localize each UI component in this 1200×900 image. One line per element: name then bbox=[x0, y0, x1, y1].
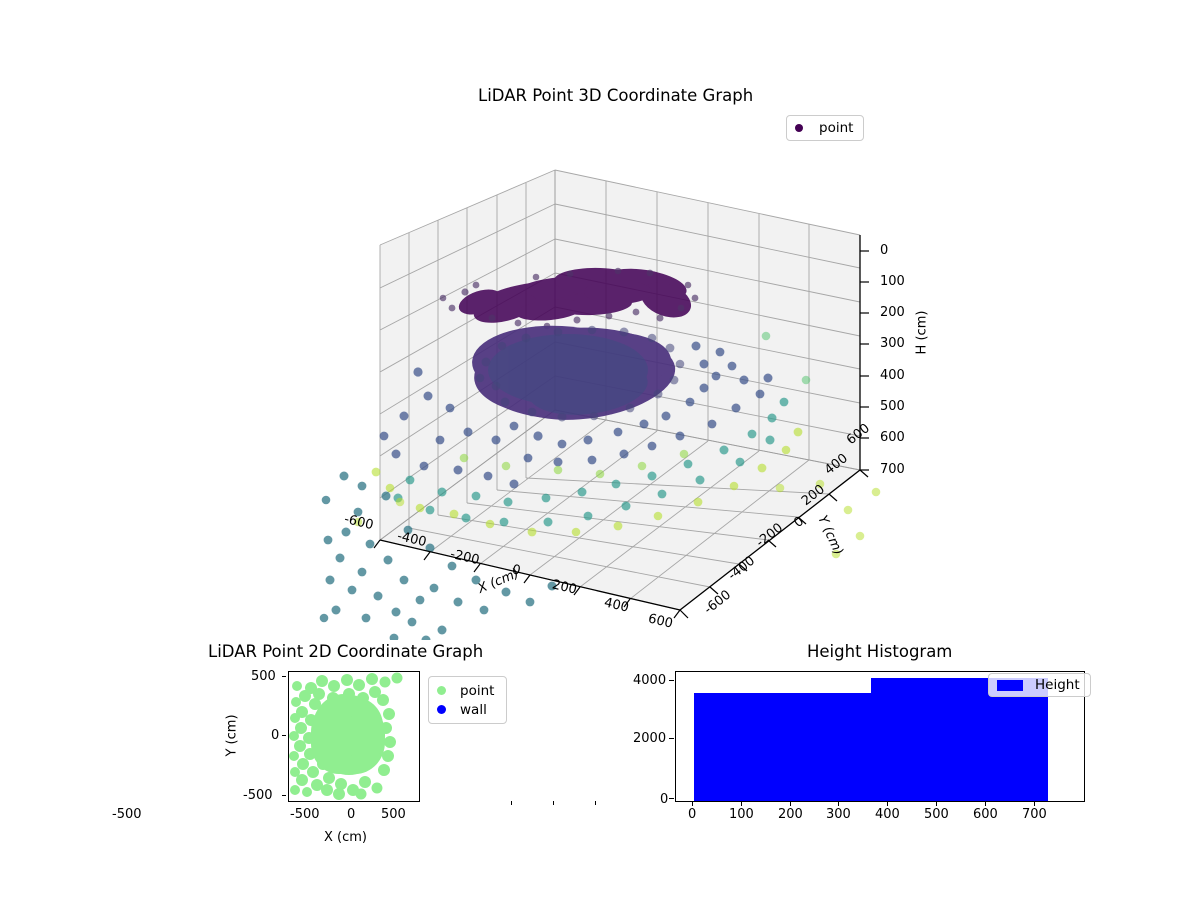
legend-label-point: point bbox=[819, 120, 854, 136]
tick-2d-x-500-mark bbox=[595, 801, 597, 805]
tick-2d-x--500-fig: -500 bbox=[290, 807, 320, 822]
legend-label-height: Height bbox=[1035, 677, 1080, 693]
legend-label-point: point bbox=[460, 682, 495, 699]
tick-hist-x-600: 600 bbox=[973, 807, 998, 822]
tick-hist-y-2000-mark bbox=[669, 738, 674, 740]
tick-hist-y-2000: 2000 bbox=[633, 731, 667, 746]
tick-3d-h-200: 200 bbox=[880, 305, 905, 320]
axis-label-3d-h: H (cm) bbox=[914, 310, 930, 355]
tick-hist-y-4000-mark bbox=[669, 680, 674, 682]
hist-bar-0[interactable] bbox=[693, 692, 871, 801]
tick-2d-y-0: 0 bbox=[271, 728, 280, 743]
tick-hist-x-600-mark bbox=[985, 801, 987, 806]
tick-hist-x-400: 400 bbox=[875, 807, 900, 822]
chart-title-3d: LiDAR Point 3D Coordinate Graph bbox=[478, 86, 754, 105]
tick-3d-h-400: 400 bbox=[880, 368, 905, 383]
legend-patch-height bbox=[997, 679, 1023, 691]
legend-marker-wall bbox=[437, 705, 446, 714]
tick-hist-x-700-mark bbox=[1034, 801, 1036, 806]
legend-marker-point bbox=[437, 686, 446, 695]
tick-3d-h-600: 600 bbox=[880, 430, 905, 445]
point-cloud-overflow bbox=[319, 331, 881, 640]
tick-2d-x--500: -500 bbox=[112, 807, 142, 822]
hist-bar-1[interactable] bbox=[870, 678, 1049, 801]
tick-hist-x-700: 700 bbox=[1022, 807, 1047, 822]
tick-hist-x-200-mark bbox=[790, 801, 792, 806]
tick-hist-x-100-mark bbox=[741, 801, 743, 806]
tick-3d-h-100: 100 bbox=[880, 274, 905, 289]
tick-hist-x-500: 500 bbox=[924, 807, 949, 822]
tick-2d-y-500: 500 bbox=[251, 669, 276, 684]
axes-2d[interactable] bbox=[288, 671, 420, 802]
legend-3d[interactable]: point bbox=[786, 115, 865, 141]
axes-histogram[interactable] bbox=[675, 671, 1085, 802]
point-cloud-3d bbox=[371, 267, 803, 537]
tick-3d-h-300: 300 bbox=[880, 336, 905, 351]
tick-hist-x-400-mark bbox=[887, 801, 889, 806]
tick-hist-x-300: 300 bbox=[826, 807, 851, 822]
legend-marker-point bbox=[795, 124, 803, 132]
tick-3d-h-500: 500 bbox=[880, 399, 905, 414]
tick-3d-h-0: 0 bbox=[880, 243, 889, 258]
tick-hist-y-4000: 4000 bbox=[633, 673, 667, 688]
tick-hist-x-200: 200 bbox=[778, 807, 803, 822]
tick-2d-x-0-mark bbox=[553, 801, 555, 805]
axes-2d-canvas bbox=[289, 672, 403, 800]
tick-2d-y-0-mark bbox=[282, 735, 286, 737]
subplot-2d[interactable]: LiDAR Point 2D Coordinate Graph bbox=[112, 640, 597, 870]
chart-title-2d: LiDAR Point 2D Coordinate Graph bbox=[208, 642, 484, 661]
tick-hist-x-300-mark bbox=[838, 801, 840, 806]
tick-hist-x-0-mark bbox=[692, 801, 694, 806]
tick-2d-x-500: 500 bbox=[381, 807, 406, 822]
axes-3d-canvas bbox=[319, 169, 881, 640]
tick-2d-y--500-mark bbox=[282, 795, 286, 797]
subplot-histogram[interactable]: Height Histogram 4000 2000 0 0 100 200 3… bbox=[630, 640, 1100, 850]
legend-histogram[interactable]: Height bbox=[988, 673, 1091, 697]
tick-hist-x-500-mark bbox=[936, 801, 938, 806]
tick-2d-y--500: -500 bbox=[243, 788, 273, 803]
axis-label-2d-y: Y (cm) bbox=[224, 714, 240, 757]
tick-hist-x-0: 0 bbox=[688, 807, 697, 822]
tick-2d-y-500-mark bbox=[282, 676, 286, 678]
axes-3d[interactable]: -600 -400 -200 0 200 400 600 X (cm) -600… bbox=[300, 140, 930, 640]
tick-2d-x-0: 0 bbox=[347, 807, 356, 822]
tick-3d-h-700: 700 bbox=[880, 462, 905, 477]
tick-hist-y-0: 0 bbox=[660, 792, 669, 807]
legend-row-point[interactable]: point bbox=[437, 681, 494, 700]
tick-hist-y-0-mark bbox=[669, 798, 674, 800]
legend-label-wall: wall bbox=[460, 701, 487, 718]
tick-hist-x-100: 100 bbox=[729, 807, 754, 822]
axis-label-2d-x: X (cm) bbox=[324, 830, 367, 845]
legend-row-wall[interactable]: wall bbox=[437, 700, 494, 719]
legend-2d[interactable]: point wall bbox=[428, 676, 508, 724]
chart-title-hist: Height Histogram bbox=[807, 642, 953, 661]
tick-2d-x--500-mark bbox=[511, 801, 513, 805]
